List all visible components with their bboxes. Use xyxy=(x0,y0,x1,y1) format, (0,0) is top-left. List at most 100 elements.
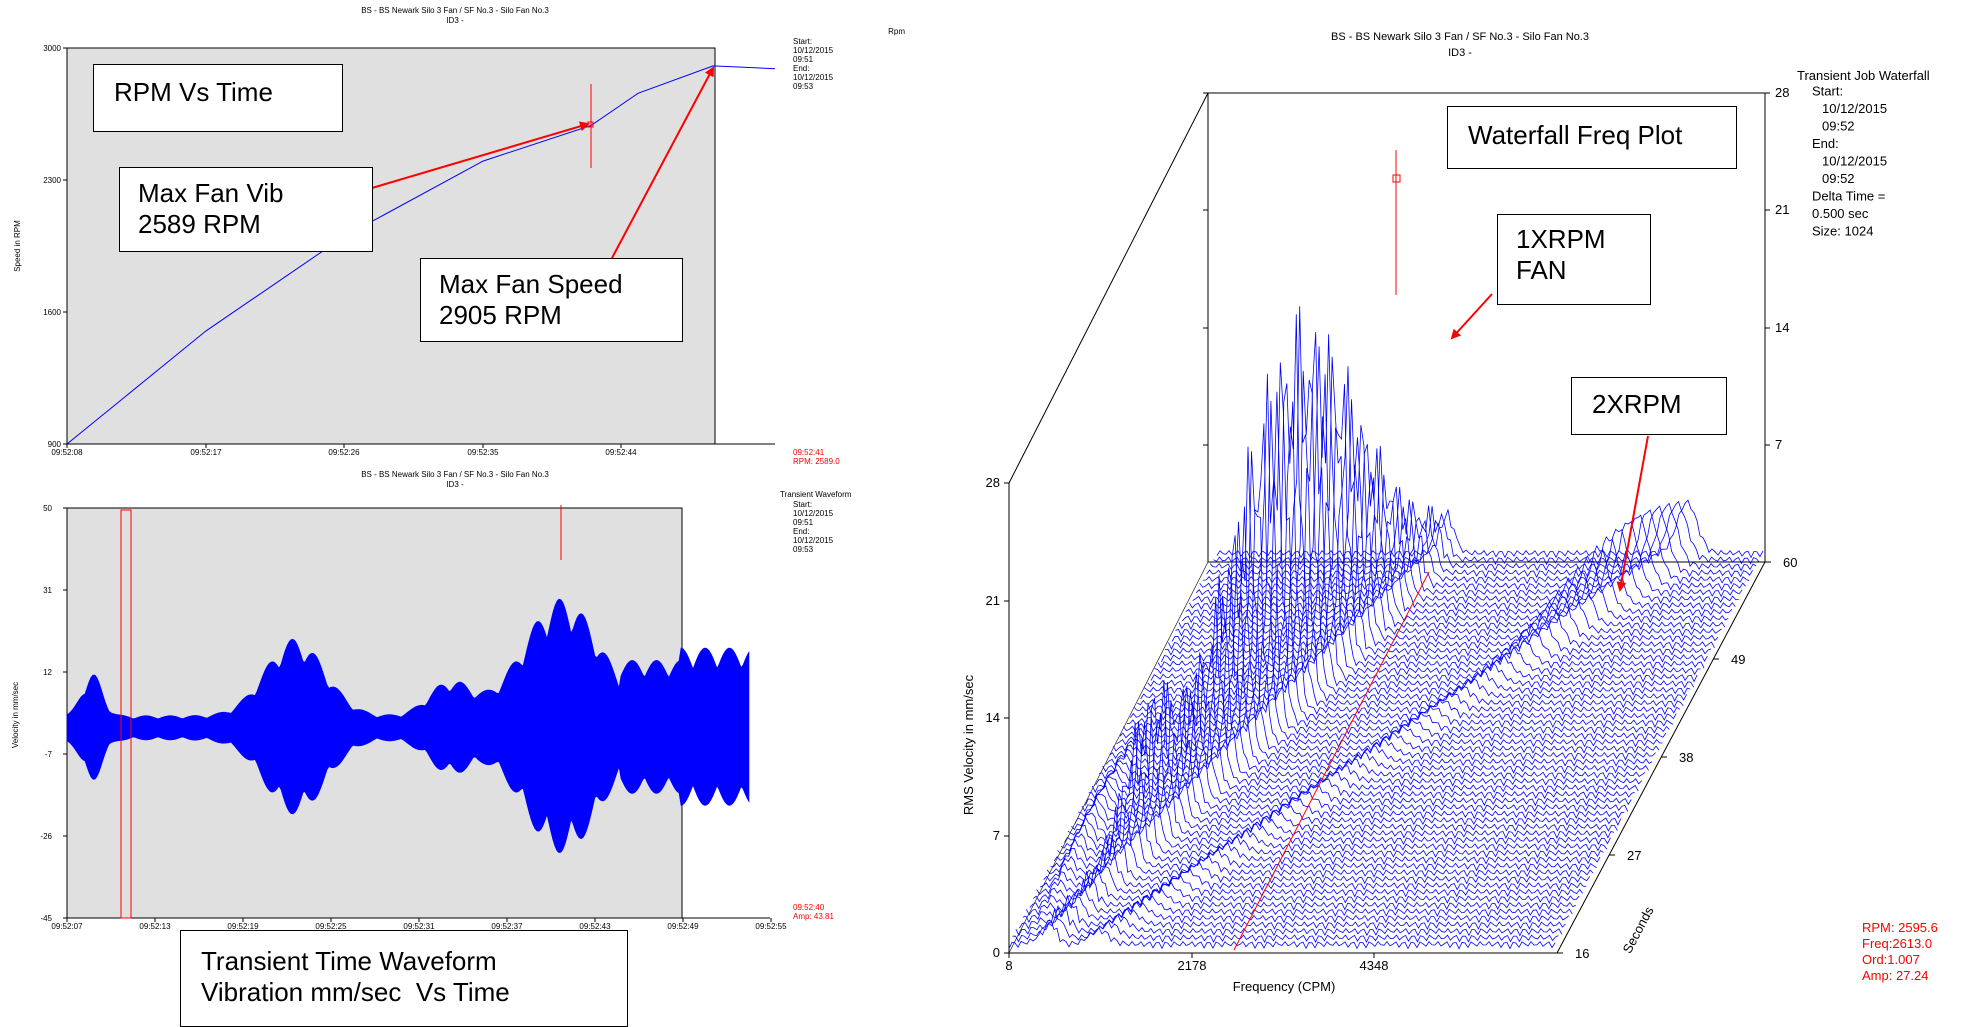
wave-info-line: 10/12/2015 xyxy=(793,536,834,545)
rpm-info-line: 10/12/2015 xyxy=(793,46,834,55)
waterfall-spectrum-line xyxy=(1129,362,1677,722)
waterfall-y-tick-label: 14 xyxy=(986,710,1000,725)
rpm-x-tick-label: 09:52:08 xyxy=(51,448,83,457)
waterfall-spectrum-line xyxy=(1154,334,1701,676)
waterfall-spectrum-line xyxy=(1040,835,1587,891)
waterfall-spectrum-line xyxy=(1071,681,1618,833)
rpm-info-line: End: xyxy=(793,64,809,73)
waterfall-spectra xyxy=(1008,306,1764,950)
wave-x-tick-label: 09:52:19 xyxy=(227,922,259,931)
wave-cursor-time: 09:52:40 xyxy=(793,903,825,912)
waterfall-info-line: Delta Time = xyxy=(1812,189,1885,204)
wave-selection-window[interactable] xyxy=(120,509,132,919)
rpm-chart-unit: Rpm xyxy=(888,27,905,36)
waterfall-back-ticks: 28 21 14 7 xyxy=(1203,85,1789,452)
waterfall-spectrum-line xyxy=(1046,793,1594,878)
wave-info-line: 09:53 xyxy=(793,545,814,554)
wave-x-tick-label: 09:52:55 xyxy=(755,922,787,931)
waterfall-spectrum-line xyxy=(1192,486,1739,605)
wave-y-tick-label: 50 xyxy=(43,504,52,513)
waterfall-spectrum-line xyxy=(1029,870,1576,911)
waterfall-title: BS - BS Newark Silo 3 Fan / SF No.3 - Si… xyxy=(1331,31,1589,43)
waterfall-spectrum-line xyxy=(1064,697,1611,846)
waterfall-spectrum-line xyxy=(1126,391,1674,729)
waterfall-back-tick-label: 14 xyxy=(1775,320,1789,335)
max-vib-line-1: Max Fan Vib xyxy=(138,178,284,208)
waterfall-y-tick-label: 7 xyxy=(993,828,1000,843)
max-speed-line-1: Max Fan Speed xyxy=(439,269,623,299)
waterfall-info-line: 09:52 xyxy=(1822,171,1855,186)
wave-x-tick-label: 09:52:49 xyxy=(667,922,699,931)
waterfall-info-line: End: xyxy=(1812,136,1839,151)
waterfall-spectrum-line xyxy=(1195,499,1743,598)
waterfall-spectrum-line xyxy=(1116,451,1663,748)
waterfall-spectrum-line xyxy=(1168,399,1715,650)
waterfall-cursor-line[interactable] xyxy=(1233,571,1430,951)
waterfall-left-top-edge xyxy=(1008,92,1209,484)
waterfall-y-label: RMS Velocity in mm/sec xyxy=(961,674,976,815)
waterfall-back-tick-label: 28 xyxy=(1775,85,1789,100)
waterfall-z-tick-label: 49 xyxy=(1731,652,1745,667)
waterfall-spectrum-line xyxy=(1182,445,1729,624)
waterfall-spectrum-line xyxy=(1147,331,1695,689)
waterfall-peak-marker xyxy=(1392,174,1401,183)
waterfall-spectrum-line xyxy=(1088,652,1635,800)
wave-series-area xyxy=(66,598,750,854)
wave-y-ticks: 50 31 12 -7 -26 -45 xyxy=(40,504,67,923)
waterfall-spectrum-line xyxy=(1081,685,1629,813)
waterfall-y-tick-label: 21 xyxy=(986,593,1000,608)
wave-x-tick-label: 09:52:37 xyxy=(491,922,523,931)
x1-arrow xyxy=(1450,293,1493,340)
waterfall-x-tick-label: 2178 xyxy=(1178,958,1207,973)
x2-text: 2XRPM xyxy=(1592,389,1682,419)
wave-y-tick-label: 12 xyxy=(43,668,52,677)
wave-y-tick-label: 31 xyxy=(43,586,52,595)
waterfall-y-tick-label: 28 xyxy=(986,475,1000,490)
rpm-x-tick-label: 09:52:17 xyxy=(190,448,222,457)
waterfall-cursor-line: Ord:1.007 xyxy=(1862,952,1920,967)
x1-line-2: FAN xyxy=(1516,255,1567,285)
waterfall-info-line: Start: xyxy=(1812,84,1843,99)
x2-arrow xyxy=(1616,435,1649,592)
wave-y-label: Velocity in mm/sec xyxy=(11,682,20,748)
waterfall-z-ticks: 16 27 38 49 60 xyxy=(1557,555,1797,961)
max-vib-box: Max Fan Vib 2589 RPM xyxy=(119,167,373,252)
waterfall-spectrum-line xyxy=(1043,806,1591,885)
waterfall-back-tick-label: 21 xyxy=(1775,202,1789,217)
wave-x-tick-label: 09:52:31 xyxy=(403,922,435,931)
waterfall-spectrum-line xyxy=(1008,919,1556,950)
waterfall-y-tick-label: 0 xyxy=(993,945,1000,960)
waterfall-spectrum-line xyxy=(1078,688,1625,820)
waterfall-spectrum-line xyxy=(1175,444,1722,637)
transient-waveform-box: Transient Time Waveform Vibration mm/sec … xyxy=(180,930,628,1027)
waterfall-x-ticks: 8 2178 4348 xyxy=(1005,953,1388,973)
waterfall-chart: BS - BS Newark Silo 3 Fan / SF No.3 - Si… xyxy=(961,31,1938,994)
waterfall-spectrum-line xyxy=(1036,849,1584,898)
rpm-cursor-value: RPM: 2589.0 xyxy=(793,457,840,466)
ttw-line-1: Transient Time Waveform xyxy=(201,946,497,976)
rpm-cursor-time: 09:52:41 xyxy=(793,448,825,457)
rpm-series-line xyxy=(66,65,776,445)
wave-info-line: End: xyxy=(793,527,809,536)
waterfall-spectrum-line xyxy=(1203,509,1750,585)
wave-info-line: 10/12/2015 xyxy=(793,509,834,518)
rpm-info-line: 09:53 xyxy=(793,82,814,91)
waterfall-spectrum-line xyxy=(1216,499,1764,559)
waterfall-back-tick-label: 7 xyxy=(1775,437,1782,452)
max-speed-line-2: 2905 RPM xyxy=(439,300,562,330)
wave-info-line: Start: xyxy=(793,500,812,509)
rpm-y-tick-label: 900 xyxy=(48,440,62,449)
waterfall-spectrum-line xyxy=(1143,370,1691,696)
waterfall-spectrum-line xyxy=(1084,672,1632,807)
rpm-y-ticks: 3000 2300 1600 900 xyxy=(43,44,67,449)
waterfall-spectrum-line xyxy=(1188,486,1736,611)
waterfall-floor-edge xyxy=(1008,561,1209,954)
waterfall-z-label: Seconds xyxy=(1620,904,1657,956)
waterfall-spectrum-line xyxy=(1050,760,1597,872)
waterfall-freq-box: Waterfall Freq Plot xyxy=(1447,106,1737,169)
max-vib-arrow xyxy=(371,121,590,189)
waterfall-cursor-line: Freq:2613.0 xyxy=(1862,936,1932,951)
wave-x-tick-label: 09:52:43 xyxy=(579,922,611,931)
